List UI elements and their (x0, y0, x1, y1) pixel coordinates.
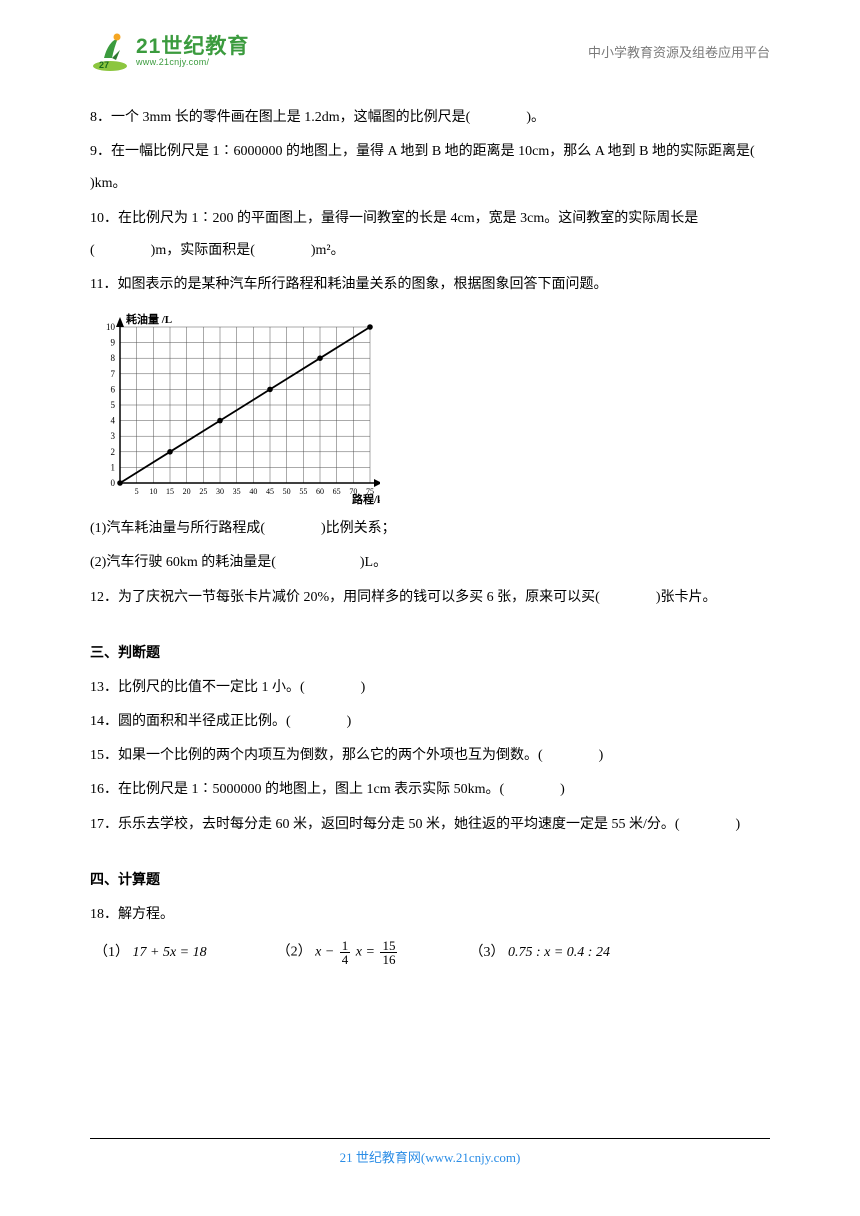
svg-text:35: 35 (233, 487, 241, 496)
document-body: 8．一个 3mm 长的零件画在图上是 1.2dm，这幅图的比例尺是( )。 9．… (0, 82, 860, 996)
svg-text:60: 60 (316, 487, 324, 496)
question-13: 13．比例尺的比值不一定比 1 小。( ) (90, 672, 770, 704)
question-17: 17．乐乐去学校，去时每分走 60 米，返回时每分走 50 米，她往返的平均速度… (90, 809, 770, 841)
eq2-mid: x = (356, 945, 379, 960)
section-3-title: 三、判断题 (90, 638, 770, 670)
question-15: 15．如果一个比例的两个内项互为倒数，那么它的两个外项也互为倒数。( ) (90, 740, 770, 772)
svg-text:50: 50 (283, 487, 291, 496)
question-12: 12．为了庆祝六一节每张卡片减价 20%，用同样多的钱可以多买 6 张，原来可以… (90, 582, 770, 614)
svg-text:路程/km: 路程/km (352, 492, 380, 506)
question-11-1: (1)汽车耗油量与所行路程成( )比例关系； (90, 513, 770, 545)
logo: 27 21世纪教育 www.21cnjy.com/ (90, 30, 249, 72)
eq3-body: 0.75 : x = 0.4 : 24 (508, 945, 610, 960)
equation-1: （1） 17 + 5x = 18 (94, 943, 207, 963)
equation-3: （3） 0.75 : x = 0.4 : 24 (469, 943, 610, 963)
svg-text:27: 27 (99, 60, 109, 70)
section-4-title: 四、计算题 (90, 865, 770, 897)
svg-text:1: 1 (111, 463, 116, 473)
eq2-frac2: 15 16 (380, 939, 397, 966)
svg-text:25: 25 (199, 487, 207, 496)
line-chart: 1234567891005101520253035404550556065707… (90, 307, 380, 507)
footer-text-post: ) (516, 1150, 520, 1165)
eq2-frac1: 1 4 (340, 939, 351, 966)
svg-text:2: 2 (111, 447, 116, 457)
svg-text:10: 10 (106, 322, 116, 332)
eq2-pre: x − (315, 945, 338, 960)
svg-text:55: 55 (299, 487, 307, 496)
svg-text:30: 30 (216, 487, 224, 496)
svg-text:耗油量 /L: 耗油量 /L (126, 312, 172, 326)
footer-domain: www.21cnjy.com (425, 1150, 516, 1165)
eq1-body: 17 + 5x = 18 (133, 945, 207, 960)
logo-icon: 27 (90, 30, 132, 72)
svg-text:15: 15 (166, 487, 174, 496)
page-header: 27 21世纪教育 www.21cnjy.com/ 中小学教育资源及组卷应用平台 (0, 0, 860, 82)
equation-row: （1） 17 + 5x = 18 （2） x − 1 4 x = 15 16 （… (90, 939, 770, 966)
svg-text:8: 8 (111, 353, 116, 363)
question-11-intro: 11．如图表示的是某种汽车所行路程和耗油量关系的图象，根据图象回答下面问题。 (90, 269, 770, 301)
svg-text:7: 7 (111, 369, 116, 379)
eq1-label: （1） (94, 945, 129, 960)
frac-d: 16 (380, 953, 397, 966)
question-10: 10．在比例尺为 1∶200 的平面图上，量得一间教室的长是 4cm，宽是 3c… (90, 203, 770, 267)
frac-n: 1 (340, 939, 351, 953)
logo-text: 21世纪教育 www.21cnjy.com/ (136, 35, 249, 68)
svg-text:4: 4 (111, 416, 116, 426)
frac-n: 15 (380, 939, 397, 953)
svg-text:20: 20 (183, 487, 191, 496)
frac-d: 4 (340, 953, 351, 966)
svg-text:0: 0 (111, 478, 116, 488)
svg-text:9: 9 (111, 338, 116, 348)
svg-text:5: 5 (135, 487, 139, 496)
eq3-label: （3） (469, 945, 504, 960)
footer-text-pre: 21 世纪教育网( (340, 1150, 426, 1165)
svg-text:3: 3 (111, 431, 116, 441)
logo-url: www.21cnjy.com/ (136, 58, 249, 68)
svg-text:10: 10 (149, 487, 157, 496)
page-footer: 21 世纪教育网(www.21cnjy.com) (90, 1138, 770, 1166)
eq2-label: （2） (277, 945, 312, 960)
logo-title: 21世纪教育 (136, 35, 249, 58)
question-16: 16．在比例尺是 1∶5000000 的地图上，图上 1cm 表示实际 50km… (90, 774, 770, 806)
svg-text:5: 5 (111, 400, 116, 410)
header-right-text: 中小学教育资源及组卷应用平台 (588, 42, 770, 61)
question-9: 9．在一幅比例尺是 1∶6000000 的地图上，量得 A 地到 B 地的距离是… (90, 136, 770, 200)
question-14: 14．圆的面积和半径成正比例。( ) (90, 706, 770, 738)
svg-text:65: 65 (333, 487, 341, 496)
question-11-2: (2)汽车行驶 60km 的耗油量是( )L。 (90, 547, 770, 579)
equation-2: （2） x − 1 4 x = 15 16 (277, 939, 400, 966)
question-8: 8．一个 3mm 长的零件画在图上是 1.2dm，这幅图的比例尺是( )。 (90, 102, 770, 134)
svg-text:45: 45 (266, 487, 274, 496)
svg-text:40: 40 (249, 487, 257, 496)
svg-text:6: 6 (111, 385, 116, 395)
question-18: 18．解方程。 (90, 899, 770, 931)
